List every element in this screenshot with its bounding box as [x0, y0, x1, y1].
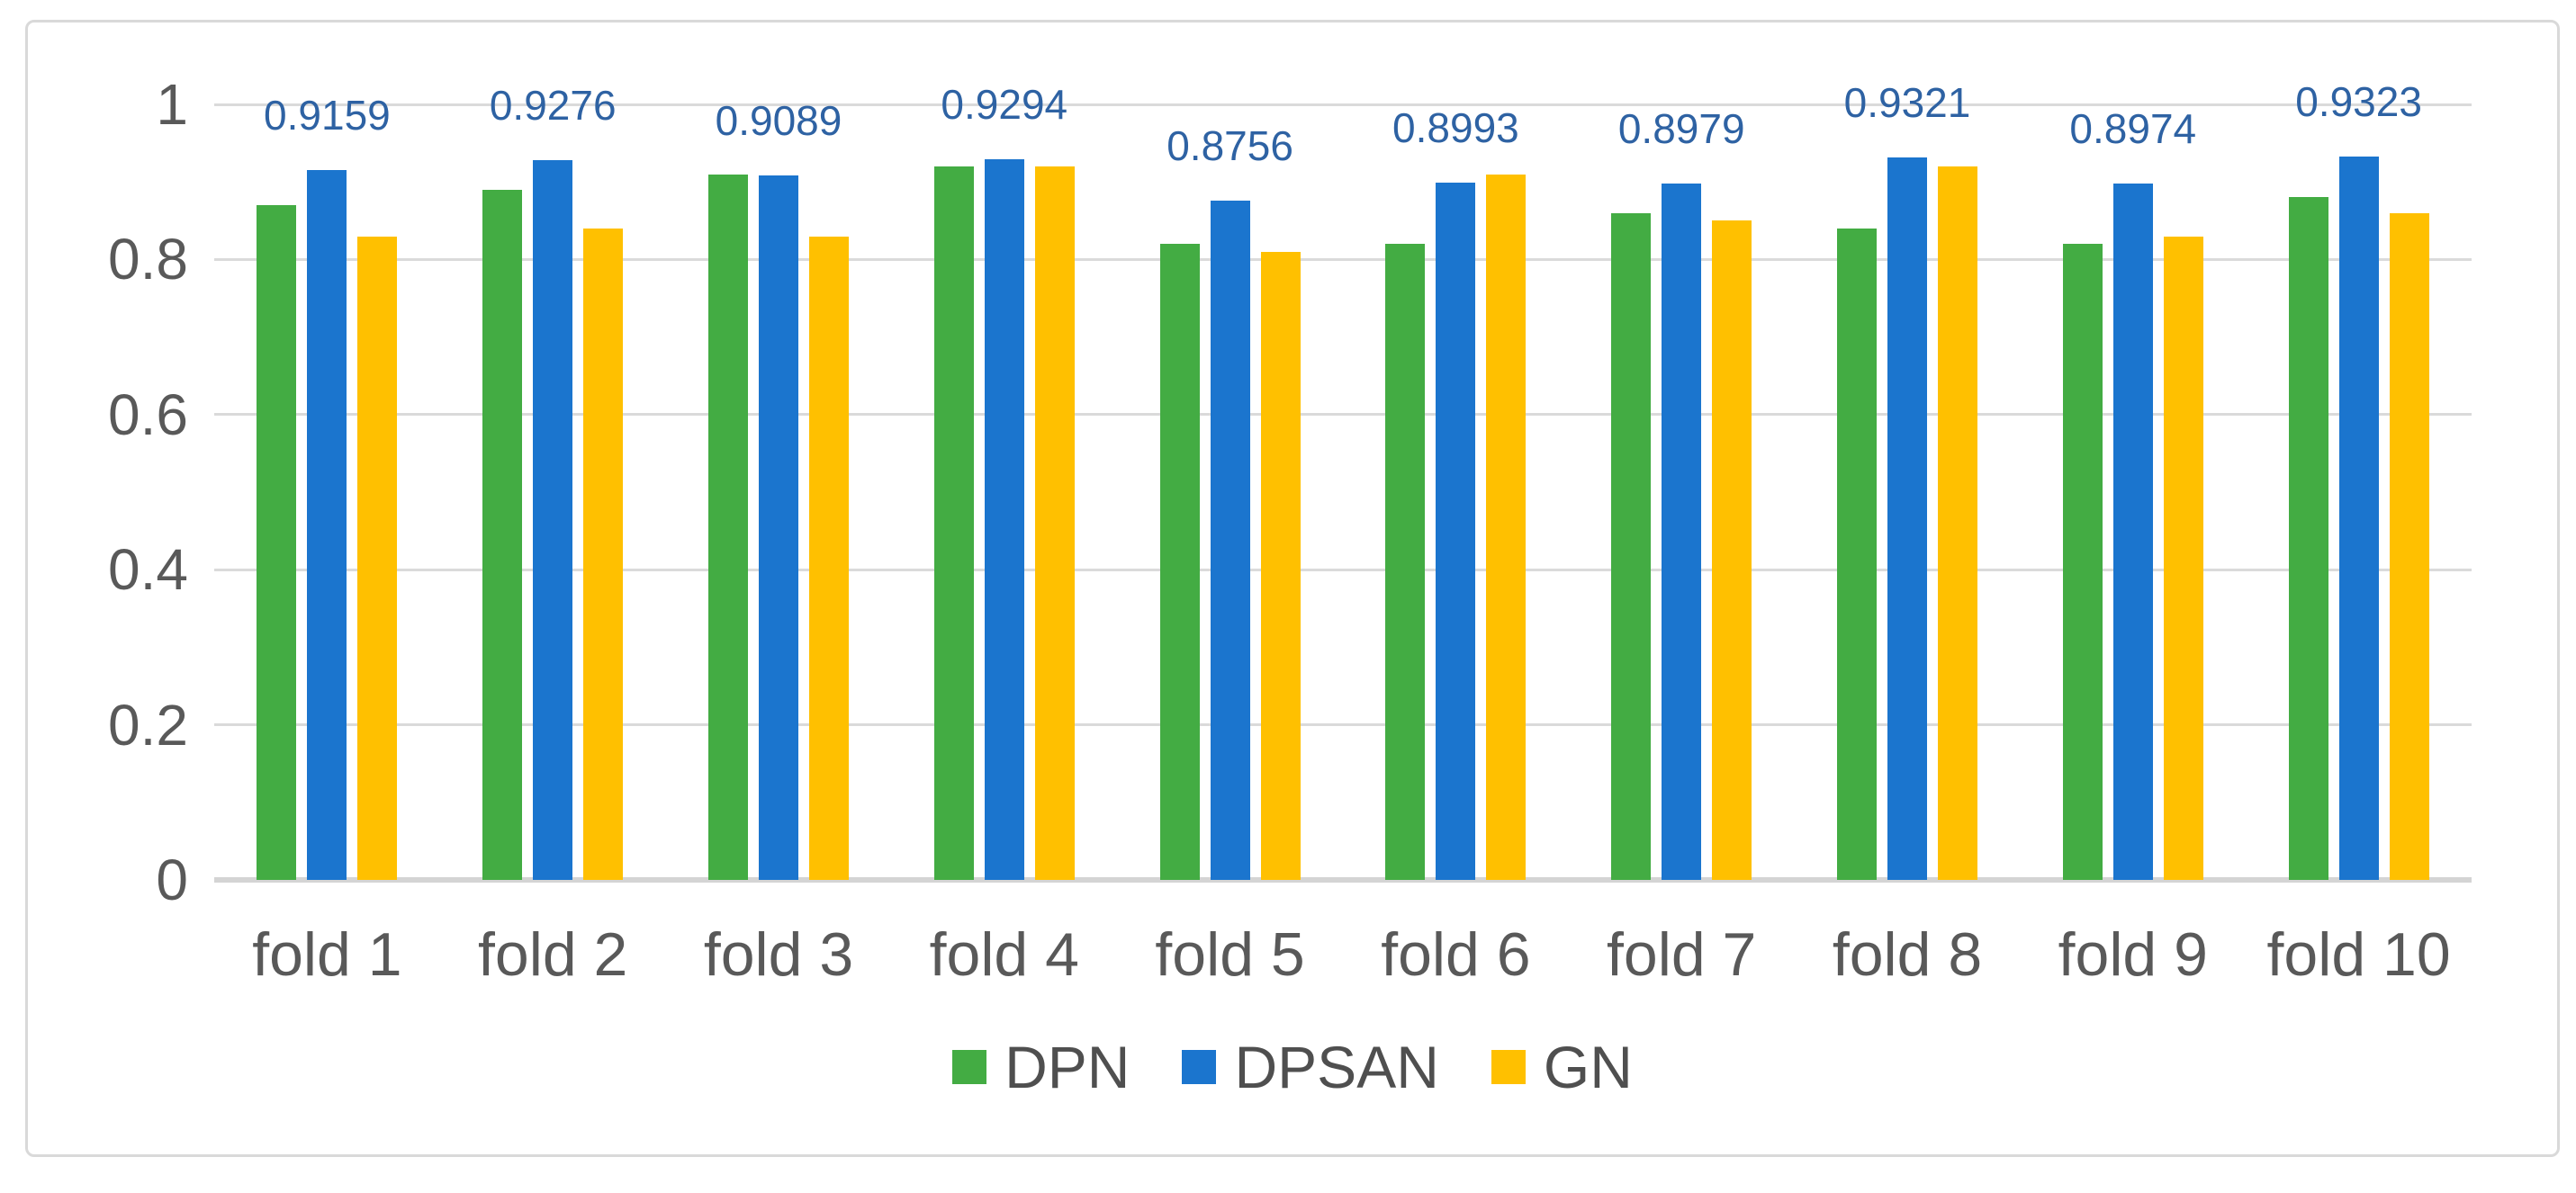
bars: [666, 104, 892, 880]
data-label: 0.8974: [2069, 105, 2197, 153]
bar-group-fold-10: 0.9323: [2246, 81, 2472, 880]
bar-group-fold-2: 0.9276: [440, 85, 666, 880]
legend-item-gn: GN: [1491, 1037, 1633, 1097]
bar-dpsan: [2338, 157, 2379, 880]
y-tick-label: 1: [156, 72, 188, 137]
data-label: 0.8756: [1166, 122, 1293, 170]
bar-gn: [357, 236, 398, 880]
bars: [1343, 104, 1569, 880]
bars: [1117, 104, 1343, 880]
bar-dpn: [257, 205, 297, 880]
bar-dpsan: [1887, 157, 1927, 880]
bar-dpsan: [1662, 184, 1702, 880]
bar-group-fold-8: 0.9321: [1795, 82, 2021, 880]
x-tick-label: fold 2: [478, 920, 628, 989]
legend-label: GN: [1543, 1034, 1633, 1100]
bar-group-fold-1: 0.9159: [214, 94, 440, 880]
data-label: 0.9323: [2295, 78, 2422, 126]
chart-frame: 0 0.2 0.4 0.6 0.8 1 0.9159 0.9276 0.9089 0.9294 0…: [25, 20, 2560, 1157]
x-tick-label: fold 6: [1381, 920, 1531, 989]
bars: [214, 104, 440, 880]
bar-gn: [1712, 220, 1752, 880]
gridline: [214, 723, 2472, 727]
x-tick-label: fold 10: [2266, 920, 2451, 989]
x-tick-label: fold 4: [929, 920, 1079, 989]
x-axis-line: [214, 877, 2472, 883]
bar-gn: [1034, 166, 1075, 880]
legend-swatch-gn: [1491, 1050, 1526, 1084]
bar-dpsan: [2112, 184, 2153, 880]
data-label: 0.8993: [1392, 103, 1519, 151]
bar-dpn: [1159, 244, 1200, 880]
y-tick-label: 0.4: [108, 537, 188, 603]
bar-dpsan: [758, 175, 798, 880]
bar-gn: [808, 236, 849, 880]
data-label: 0.8979: [1617, 105, 1745, 153]
bar-gn: [1937, 166, 1977, 880]
bar-dpn: [707, 174, 748, 880]
bars: [891, 104, 1117, 880]
bar-dpn: [482, 189, 523, 880]
x-tick-label: fold 8: [1832, 920, 1983, 989]
x-tick-label: fold 9: [2058, 920, 2208, 989]
bar-group-fold-3: 0.9089: [666, 100, 892, 880]
legend-item-dpn: DPN: [952, 1037, 1130, 1097]
data-label: 0.9276: [489, 82, 617, 130]
bar-gn: [1486, 174, 1527, 880]
x-tick-label: fold 3: [703, 920, 854, 989]
bar-dpsan: [533, 160, 573, 880]
legend-label: DPSAN: [1234, 1034, 1439, 1100]
bar-group-fold-9: 0.8974: [2020, 104, 2246, 880]
y-tick-label: 0.2: [108, 692, 188, 758]
bars: [1795, 104, 2021, 880]
bar-group-fold-4: 0.9294: [891, 84, 1117, 880]
y-tick-label: 0.8: [108, 227, 188, 292]
bar-gn: [1260, 251, 1301, 880]
bar-group-fold-6: 0.8993: [1343, 104, 1569, 880]
legend-label: DPN: [1004, 1034, 1130, 1100]
bar-dpn: [933, 166, 974, 880]
gridline: [214, 568, 2472, 571]
gridline: [214, 103, 2472, 106]
data-label: 0.9159: [264, 91, 391, 139]
bars: [2020, 104, 2246, 880]
bars: [440, 104, 666, 880]
bar-dpn: [1385, 244, 1426, 880]
bars: [2246, 104, 2472, 880]
bar-group-fold-5: 0.8756: [1117, 104, 1343, 880]
bar-dpn: [2288, 197, 2328, 880]
y-tick-label: 0.6: [108, 381, 188, 447]
x-tick-label: fold 5: [1155, 920, 1305, 989]
bar-dpsan: [1210, 201, 1250, 880]
plot-area: 0.9159 0.9276 0.9089 0.9294 0.8756 0.8993 0.89…: [214, 81, 2472, 883]
bar-dpn: [1611, 212, 1652, 880]
data-label: 0.9294: [941, 80, 1068, 128]
bar-gn: [2163, 236, 2203, 880]
data-label: 0.9321: [1843, 78, 1971, 126]
bar-gn: [583, 228, 624, 880]
y-tick-label: 0: [156, 848, 188, 912]
x-tick-label: fold 1: [252, 920, 402, 989]
bar-dpsan: [984, 158, 1024, 880]
bar-dpn: [2062, 244, 2103, 880]
legend-item-dpsan: DPSAN: [1182, 1034, 1439, 1100]
bar-dpsan: [307, 169, 347, 880]
legend-swatch-dpsan: [1182, 1050, 1217, 1084]
data-label: 0.9089: [715, 96, 842, 144]
x-tick-label: fold 7: [1607, 920, 1757, 989]
bar-group-fold-7: 0.8979: [1569, 104, 1795, 880]
bar-gn: [2389, 212, 2429, 880]
bar-dpsan: [1436, 182, 1476, 880]
bar-dpn: [1836, 228, 1877, 880]
gridline: [214, 413, 2472, 417]
bars: [1569, 104, 1795, 880]
legend-swatch-dpn: [952, 1050, 987, 1084]
gridline: [214, 257, 2472, 261]
legend: DPN DPSAN GN: [28, 1037, 2557, 1097]
